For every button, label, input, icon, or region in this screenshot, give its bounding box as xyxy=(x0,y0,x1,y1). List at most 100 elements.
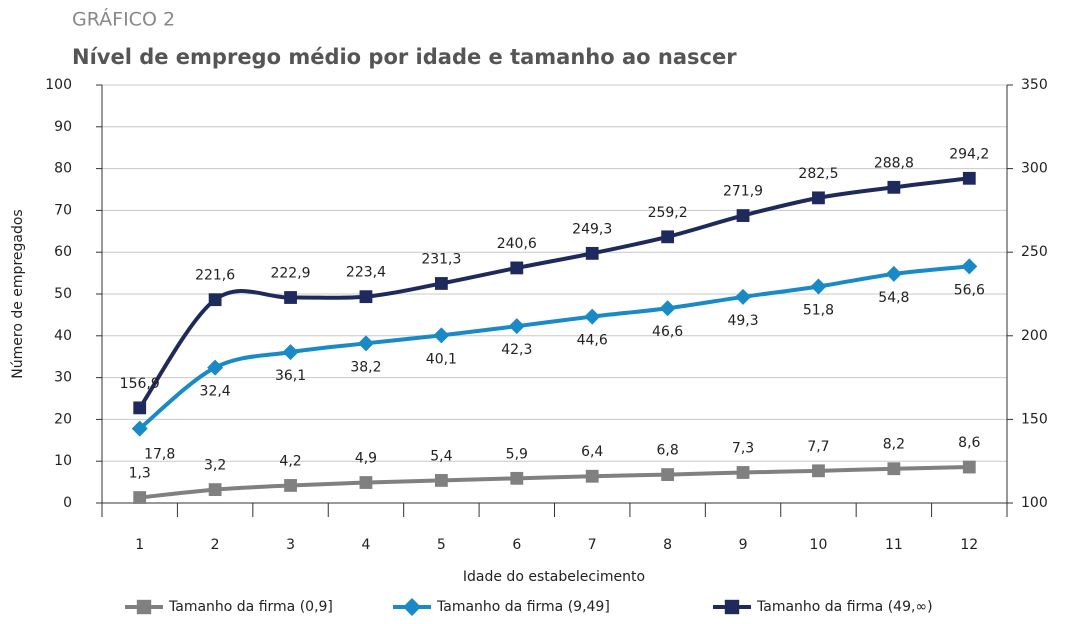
y-tick-label: 100 xyxy=(45,77,72,93)
data-label: 4,2 xyxy=(279,453,301,469)
data-label: 56,6 xyxy=(954,282,985,298)
marker xyxy=(962,460,976,474)
data-label: 51,8 xyxy=(803,302,834,318)
data-label: 17,8 xyxy=(144,447,175,463)
data-label: 4,9 xyxy=(355,451,377,467)
marker xyxy=(736,209,750,222)
data-label: 271,9 xyxy=(723,184,763,200)
data-label: 5,9 xyxy=(506,446,528,462)
series-line xyxy=(139,465,970,500)
marker xyxy=(961,258,978,275)
marker xyxy=(510,471,524,485)
data-label: 49,3 xyxy=(727,313,758,329)
data-label: 5,4 xyxy=(430,448,452,464)
y2-tick-label: 150 xyxy=(1021,411,1048,427)
marker xyxy=(133,491,147,504)
marker xyxy=(208,293,222,307)
x-tick-label: 6 xyxy=(512,537,521,553)
data-label: 7,7 xyxy=(807,439,829,455)
x-tick-label: 12 xyxy=(960,537,978,553)
y2-tick-label: 200 xyxy=(1021,328,1048,344)
y-tick-label: 80 xyxy=(54,161,72,177)
marker xyxy=(207,359,224,376)
y-tick-label: 30 xyxy=(54,370,72,386)
y-tick-label: 0 xyxy=(63,495,72,511)
y-tick-label: 10 xyxy=(54,453,72,469)
series-line xyxy=(138,264,970,431)
x-tick-label: 4 xyxy=(361,537,370,553)
marker xyxy=(508,318,525,335)
x-tick-label: 1 xyxy=(135,537,144,553)
marker xyxy=(962,171,976,185)
data-label: 221,6 xyxy=(195,268,235,284)
marker xyxy=(359,290,373,304)
y-tick-label: 70 xyxy=(54,202,72,218)
marker xyxy=(357,335,374,352)
data-label: 6,4 xyxy=(581,444,603,460)
y-tick-label: 50 xyxy=(54,286,72,302)
data-label: 54,8 xyxy=(878,290,909,306)
marker xyxy=(887,462,901,476)
data-label: 288,8 xyxy=(874,155,914,171)
y-tick-label: 20 xyxy=(54,411,72,427)
marker xyxy=(282,344,299,361)
marker xyxy=(133,401,147,415)
x-tick-label: 3 xyxy=(286,537,295,553)
x-tick-label: 9 xyxy=(739,537,748,553)
marker xyxy=(887,180,901,194)
x-tick-label: 10 xyxy=(810,537,828,553)
y2-tick-label: 250 xyxy=(1021,244,1048,260)
data-label: 7,3 xyxy=(732,440,754,456)
data-label: 40,1 xyxy=(426,351,457,367)
data-label: 6,8 xyxy=(656,443,678,459)
y-axis-label: Número de empregados xyxy=(10,209,26,378)
y2-tick-label: 100 xyxy=(1021,495,1048,511)
data-label: 38,2 xyxy=(350,359,381,375)
y2-tick-label: 300 xyxy=(1021,161,1048,177)
data-label: 223,4 xyxy=(346,265,386,281)
marker xyxy=(434,474,448,487)
marker xyxy=(812,464,825,478)
data-label: 44,6 xyxy=(577,333,608,349)
marker xyxy=(724,599,740,615)
marker xyxy=(661,230,675,244)
data-label: 32,4 xyxy=(200,384,231,400)
marker xyxy=(736,466,750,479)
data-label: 1,3 xyxy=(129,466,151,482)
x-tick-label: 2 xyxy=(211,537,220,553)
data-label: 231,3 xyxy=(421,251,461,267)
marker xyxy=(812,191,825,205)
data-label: 249,3 xyxy=(572,221,612,237)
marker xyxy=(284,291,297,304)
marker xyxy=(584,308,601,325)
data-label: 282,5 xyxy=(798,166,838,182)
marker xyxy=(208,483,222,497)
data-label: 46,6 xyxy=(652,324,683,340)
y-tick-label: 90 xyxy=(54,119,72,135)
x-tick-label: 7 xyxy=(588,537,597,553)
marker xyxy=(585,469,599,483)
marker xyxy=(661,468,675,481)
marker xyxy=(510,261,524,275)
data-label: 259,2 xyxy=(648,205,688,221)
marker xyxy=(810,278,827,295)
data-label: 294,2 xyxy=(949,146,989,162)
marker xyxy=(136,599,152,615)
data-label: 156,9 xyxy=(120,376,160,392)
marker xyxy=(433,327,450,344)
marker xyxy=(403,598,421,616)
marker xyxy=(659,300,676,317)
marker xyxy=(885,265,902,282)
data-label: 3,2 xyxy=(204,458,226,474)
data-label: 8,2 xyxy=(883,437,905,453)
data-label: 240,6 xyxy=(497,236,537,252)
y2-tick-label: 350 xyxy=(1021,77,1048,93)
series-line xyxy=(138,176,970,410)
x-tick-label: 11 xyxy=(885,537,903,553)
marker xyxy=(359,476,373,489)
x-tick-label: 5 xyxy=(437,537,446,553)
marker xyxy=(131,420,148,437)
y-tick-label: 40 xyxy=(54,328,72,344)
data-label: 36,1 xyxy=(275,368,306,384)
